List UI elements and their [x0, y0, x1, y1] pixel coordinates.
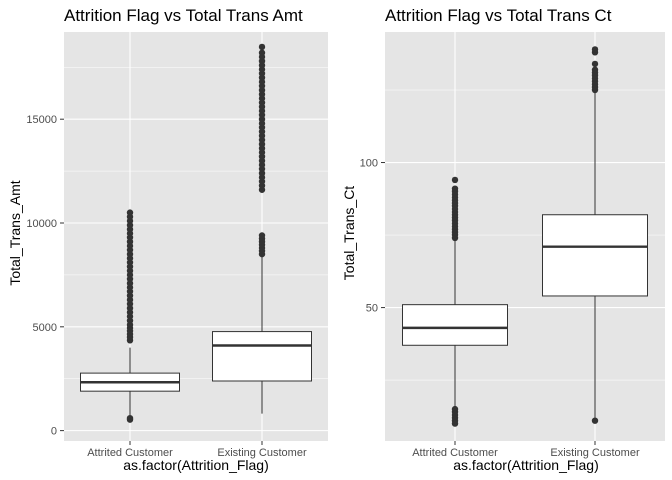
x-axis-title: as.factor(Attrition_Flag)	[123, 457, 269, 473]
box-existing	[542, 46, 648, 424]
iqr-box	[212, 331, 312, 382]
y-tick-label: 5000	[33, 322, 57, 334]
x-tick-label: Attrited Customer	[87, 447, 173, 459]
outlier-point	[591, 417, 599, 424]
outlier-point	[451, 405, 459, 413]
outlier-point	[451, 176, 459, 184]
y-axis-title: Total_Trans_Ct	[341, 186, 357, 281]
y-tick-label: 50	[366, 303, 378, 315]
outlier-point	[591, 60, 599, 68]
box-attrited	[402, 176, 508, 427]
x-tick-label: Existing Customer	[217, 447, 307, 459]
outlier-point	[591, 66, 599, 73]
y-tick-label: 0	[51, 426, 57, 438]
outlier-point	[258, 43, 266, 51]
plot-area: 0 5000 10000 15000 Attrited Customer Existing…	[26, 32, 328, 459]
box-existing	[212, 43, 312, 414]
outlier-point	[258, 49, 266, 56]
outlier-point	[258, 232, 266, 239]
chart-left: Attrition Flag vs Total Trans Amt Total_…	[7, 6, 328, 473]
chart-right: Attrition Flag vs Total Trans Ct Total_T…	[341, 6, 665, 473]
iqr-box	[402, 304, 508, 346]
x-tick-label: Existing Customer	[550, 447, 640, 459]
chart-title: Attrition Flag vs Total Trans Amt	[64, 6, 303, 25]
box-attrited	[80, 209, 180, 423]
x-tick-label: Attrited Customer	[412, 447, 498, 459]
iqr-box	[542, 214, 648, 297]
outlier-point	[591, 46, 599, 53]
y-axis-title: Total_Trans_Amt	[7, 180, 23, 285]
y-tick-label: 15000	[26, 114, 57, 126]
plot-area: 50 100 Attrited Customer Existing Customer	[360, 32, 665, 459]
chart-title: Attrition Flag vs Total Trans Ct	[385, 6, 612, 25]
x-axis-title: as.factor(Attrition_Flag)	[453, 457, 599, 473]
outlier-point	[451, 185, 459, 192]
y-tick-label: 10000	[26, 218, 57, 230]
outlier-point	[126, 414, 134, 422]
y-tick-label: 100	[360, 158, 378, 170]
outlier-point	[126, 209, 134, 216]
